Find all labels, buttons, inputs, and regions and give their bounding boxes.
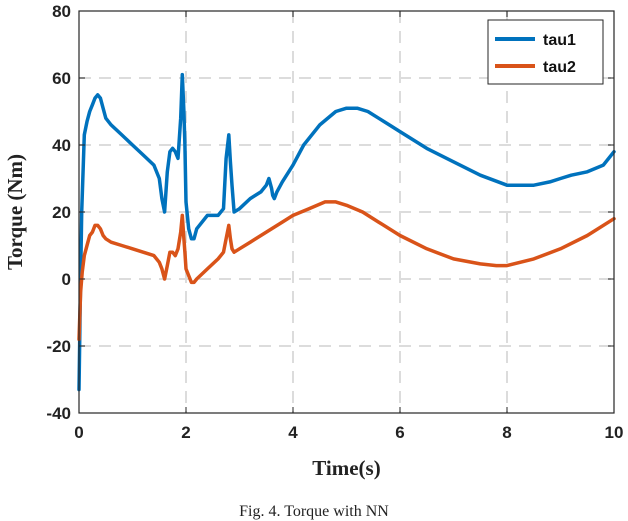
y-tick-label: -40: [46, 404, 71, 423]
y-axis-label: Torque (Nm): [3, 154, 27, 270]
x-axis-label: Time(s): [312, 456, 380, 480]
y-axis-ticks: -40 -20 0 20 40 60 80: [46, 2, 614, 423]
y-tick-label: 0: [62, 270, 71, 289]
x-axis-ticks: 0 2 4 6 8 10: [74, 11, 623, 442]
x-tick-label: 8: [502, 423, 511, 442]
series-line-tau2: [77, 200, 616, 342]
x-tick-label: 0: [74, 423, 83, 442]
x-tick-label: 2: [181, 423, 190, 442]
legend: tau1 tau2: [487, 19, 604, 85]
x-tick-label: 4: [288, 423, 298, 442]
series-line-tau1: [77, 72, 616, 392]
legend-label-tau2: tau2: [543, 59, 576, 76]
y-tick-label: 60: [52, 69, 71, 88]
x-tick-label: 10: [605, 423, 624, 442]
y-tick-label: 80: [52, 2, 71, 21]
legend-box: [487, 19, 604, 85]
y-tick-label: -20: [46, 337, 71, 356]
series-group: [77, 72, 616, 392]
x-tick-label: 6: [395, 423, 404, 442]
figure-caption: Fig. 4. Torque with NN: [239, 503, 389, 520]
y-tick-label: 40: [52, 136, 71, 155]
legend-label-tau1: tau1: [543, 32, 576, 49]
y-tick-label: 20: [52, 203, 71, 222]
